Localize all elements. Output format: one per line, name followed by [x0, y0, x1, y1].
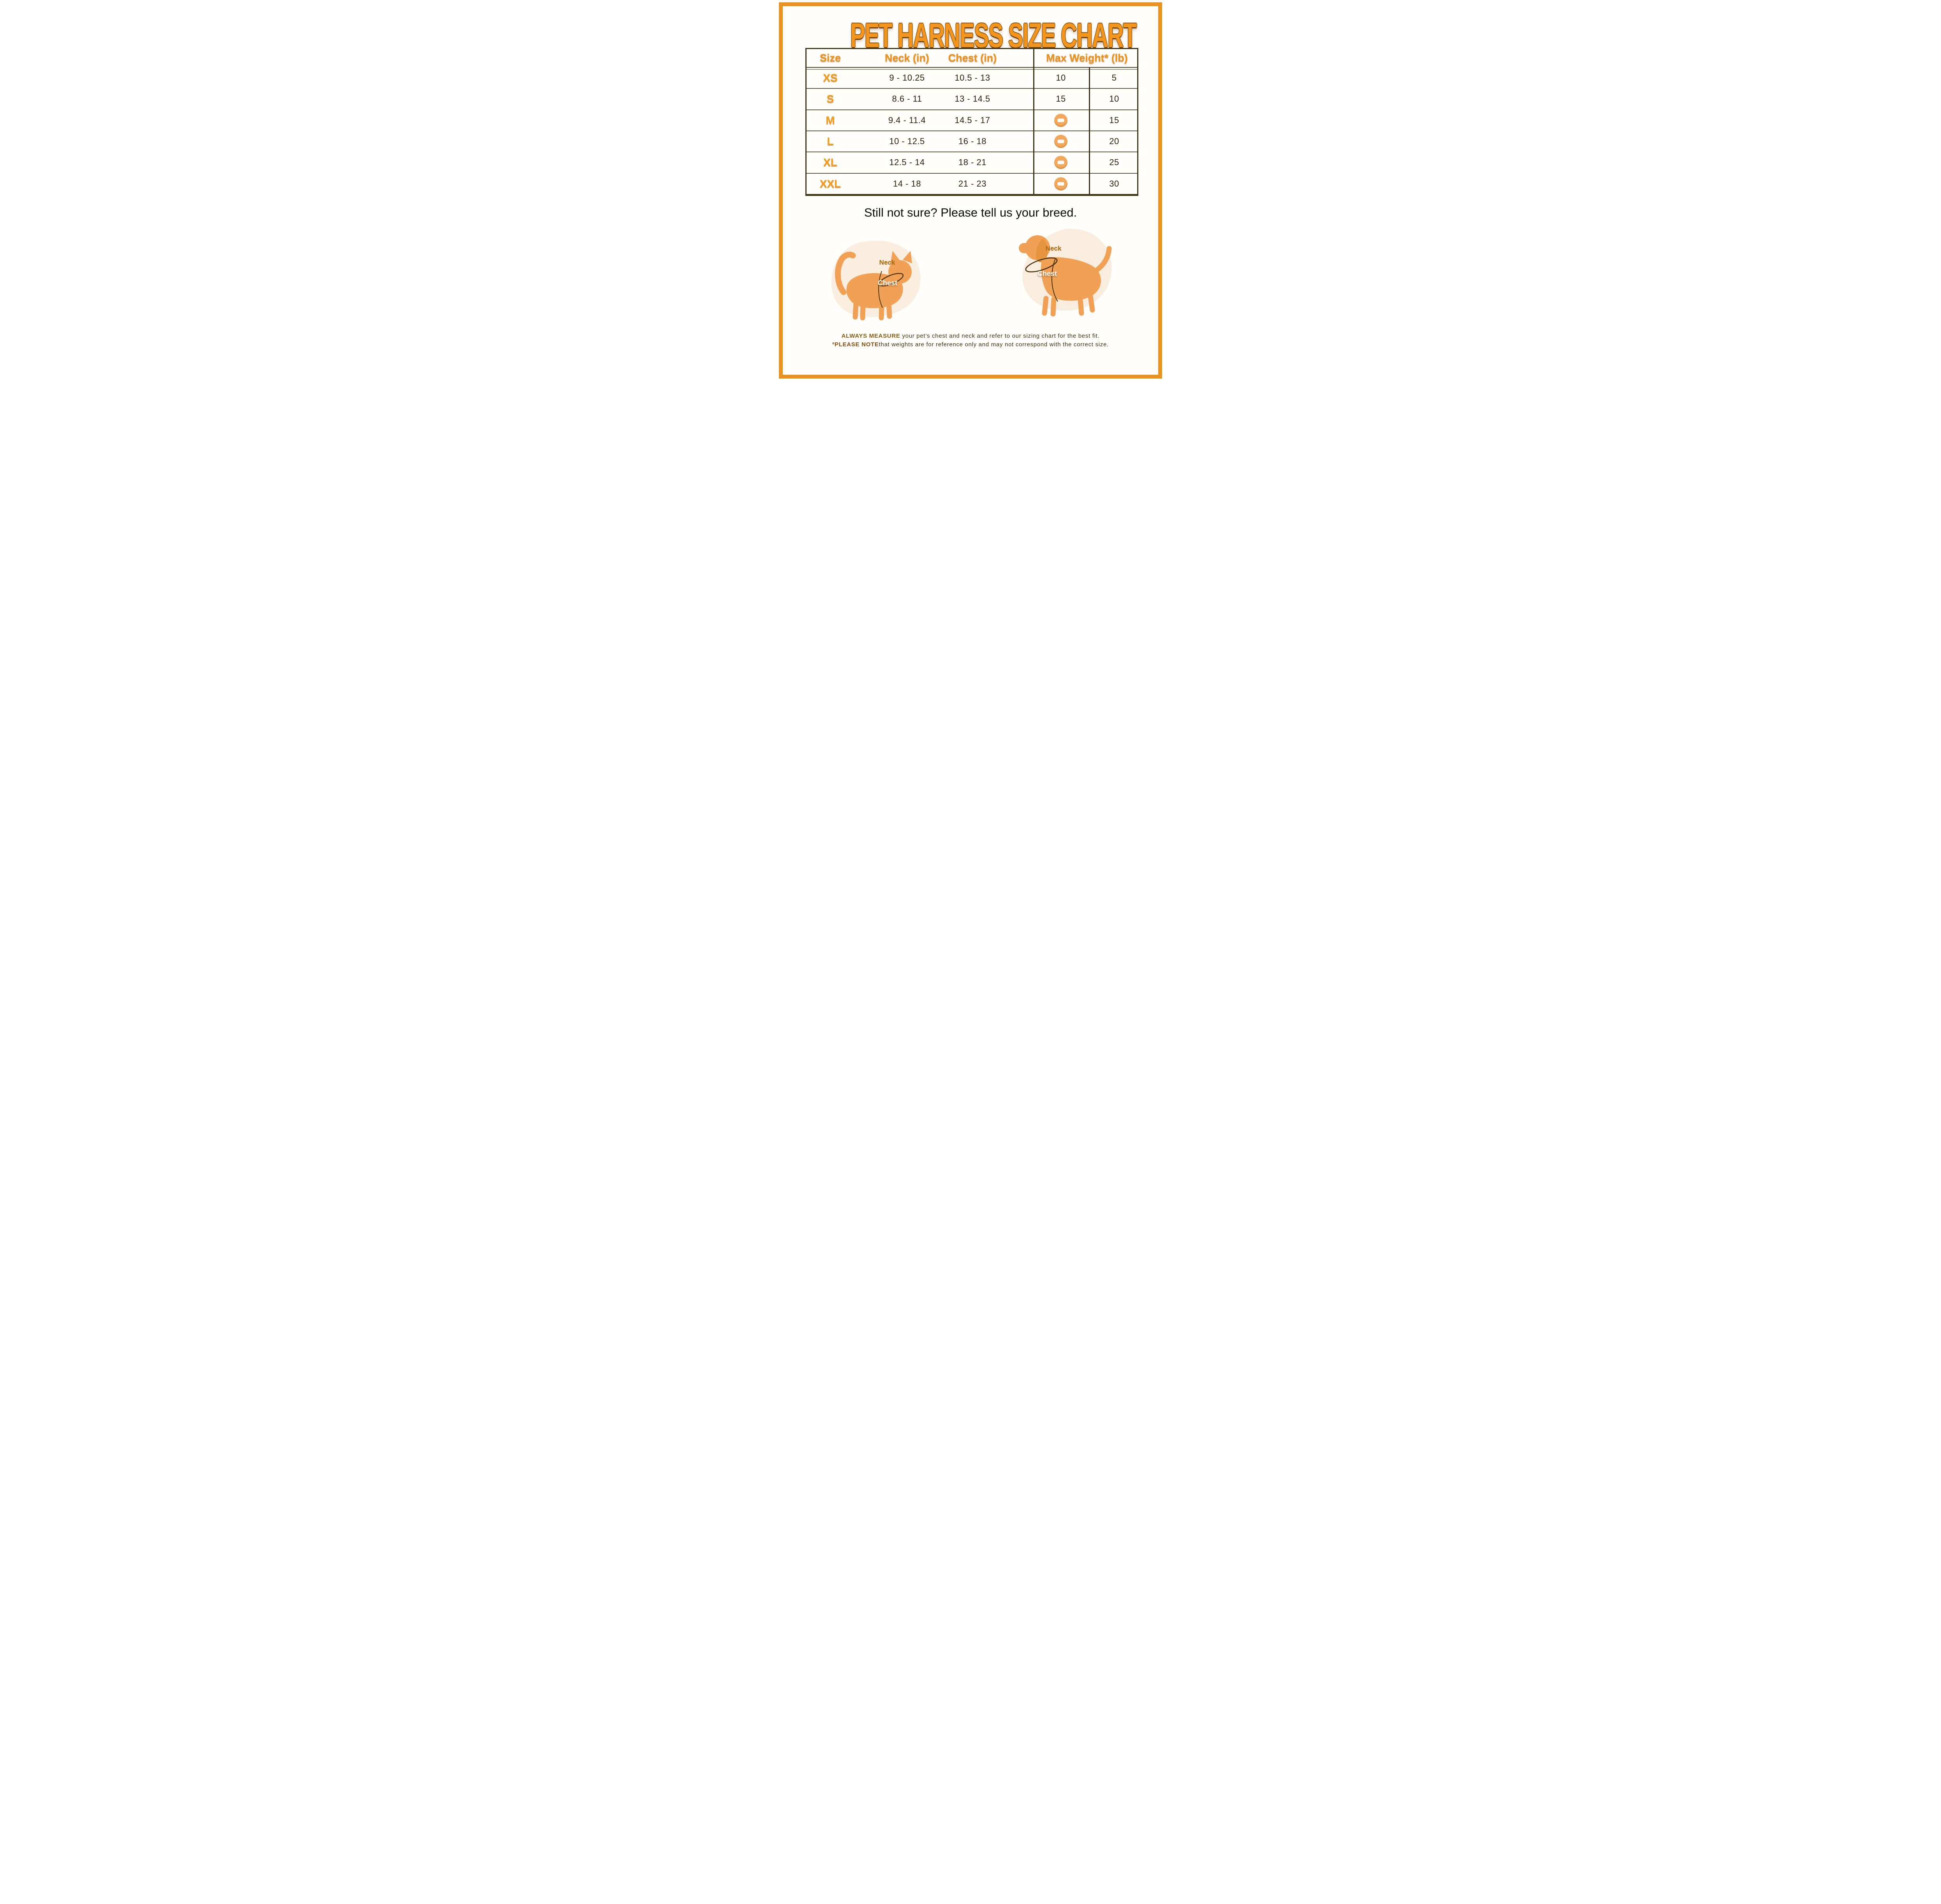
row-max-weight-cat: 10 — [1056, 73, 1066, 83]
footer-notes: ALWAYS MEASURE your pet’s chest and neck… — [777, 332, 1164, 349]
table-row: XL 12.5 - 14 18 - 21 25 — [807, 152, 1137, 173]
column-header-neck: Neck (in) — [884, 52, 930, 64]
breed-prompt-text: Still not sure? Please tell us your bree… — [864, 206, 1077, 219]
row-size-label: L — [827, 135, 834, 148]
row-neck-range: 10 - 12.5 — [889, 136, 925, 146]
size-table: Size Neck (in) Chest (in) Max Weight* (l… — [805, 48, 1138, 196]
header-divider-line — [807, 69, 1137, 70]
no-size-minus-icon — [1054, 156, 1067, 169]
dog-chest-measure-line — [1051, 258, 1058, 302]
row-chest-range: 14.5 - 17 — [955, 115, 990, 125]
minus-bar — [1057, 118, 1064, 122]
measure-note-rest: your pet’s chest and neck and refer to o… — [900, 333, 1100, 339]
weight-note-lead: PLEASE NOTE — [835, 341, 879, 348]
dog-measurement-diagram: Neck Chest — [1007, 225, 1118, 319]
row-chest-range: 18 - 21 — [958, 157, 986, 167]
dog-neck-label: Neck — [1045, 245, 1062, 252]
row-size-label: M — [826, 114, 835, 126]
minus-bar — [1057, 160, 1064, 164]
no-size-minus-icon — [1054, 177, 1067, 190]
no-size-minus-icon — [1054, 113, 1067, 127]
cat-measurement-diagram: Neck Chest — [820, 237, 926, 321]
dog-silhouette — [1019, 235, 1112, 317]
row-max-weight-dog: 30 — [1109, 178, 1119, 189]
weight-note-rest: that weights are for reference only and … — [879, 341, 1109, 348]
weight-note-line: ºPLEASE NOTEthat weights are for referen… — [777, 340, 1164, 349]
row-neck-range: 9 - 10.25 — [889, 73, 925, 83]
row-max-weight-cat: 15 — [1056, 94, 1066, 104]
table-row: L 10 - 12.5 16 - 18 20 — [807, 130, 1137, 152]
table-row: XXL 14 - 18 21 - 23 30 — [807, 173, 1137, 194]
cat-illustration — [831, 240, 921, 321]
row-chest-range: 21 - 23 — [958, 178, 986, 189]
row-max-weight-dog: 10 — [1109, 94, 1119, 104]
size-table-rows: XS 9 - 10.25 10.5 - 13 10 5 S 8.6 - 11 13 - 14.… — [807, 68, 1137, 194]
table-row: M 9.4 - 11.4 14.5 - 17 15 — [807, 109, 1137, 130]
table-row: XS 9 - 10.25 10.5 - 13 10 5 — [807, 68, 1137, 88]
table-header-row: Size Neck (in) Chest (in) Max Weight* (l… — [807, 49, 1137, 68]
row-chest-range: 10.5 - 13 — [955, 73, 990, 83]
cat-chest-label: Chest — [877, 279, 898, 287]
pet-harness-size-chart-infographic: PET HARNESS SIZE CHART Size Neck (in) Ch… — [777, 0, 1164, 381]
no-size-minus-icon — [1054, 135, 1067, 148]
cat-chest-measure-line — [878, 271, 883, 308]
row-size-label: S — [826, 93, 834, 105]
row-max-weight-dog: 15 — [1109, 115, 1119, 125]
weight-subcolumn-divider-line — [1089, 68, 1090, 194]
row-neck-range: 9.4 - 11.4 — [888, 115, 926, 125]
column-divider-line — [1033, 49, 1034, 194]
footnote-marker: º — [832, 342, 835, 348]
measure-note-line: ALWAYS MEASURE your pet’s chest and neck… — [777, 332, 1164, 340]
column-header-max-weight: Max Weight* (lb) — [1046, 52, 1128, 64]
minus-bar — [1057, 139, 1064, 143]
row-max-weight-dog: 20 — [1109, 136, 1119, 146]
row-size-label: XS — [823, 72, 838, 84]
row-size-label: XL — [823, 156, 837, 169]
cat-neck-label: Neck — [879, 259, 895, 266]
table-row: S 8.6 - 11 13 - 14.5 15 10 — [807, 88, 1137, 109]
row-max-weight-dog: 5 — [1111, 73, 1117, 83]
row-chest-range: 16 - 18 — [958, 136, 986, 146]
dog-neck-measure-line — [1025, 257, 1058, 273]
dog-chest-label: Chest — [1037, 270, 1057, 278]
minus-bar — [1057, 182, 1064, 186]
cat-silhouette — [835, 251, 912, 321]
measure-note-lead: ALWAYS MEASURE — [841, 333, 900, 339]
row-neck-range: 8.6 - 11 — [892, 94, 922, 104]
row-chest-range: 13 - 14.5 — [955, 94, 990, 104]
row-neck-range: 14 - 18 — [893, 178, 921, 189]
dog-illustration — [1019, 229, 1112, 317]
row-size-label: XXL — [819, 177, 841, 190]
row-neck-range: 12.5 - 14 — [889, 157, 925, 167]
column-header-chest: Chest (in) — [948, 52, 997, 64]
column-header-size: Size — [819, 52, 841, 64]
row-max-weight-dog: 25 — [1109, 157, 1119, 167]
